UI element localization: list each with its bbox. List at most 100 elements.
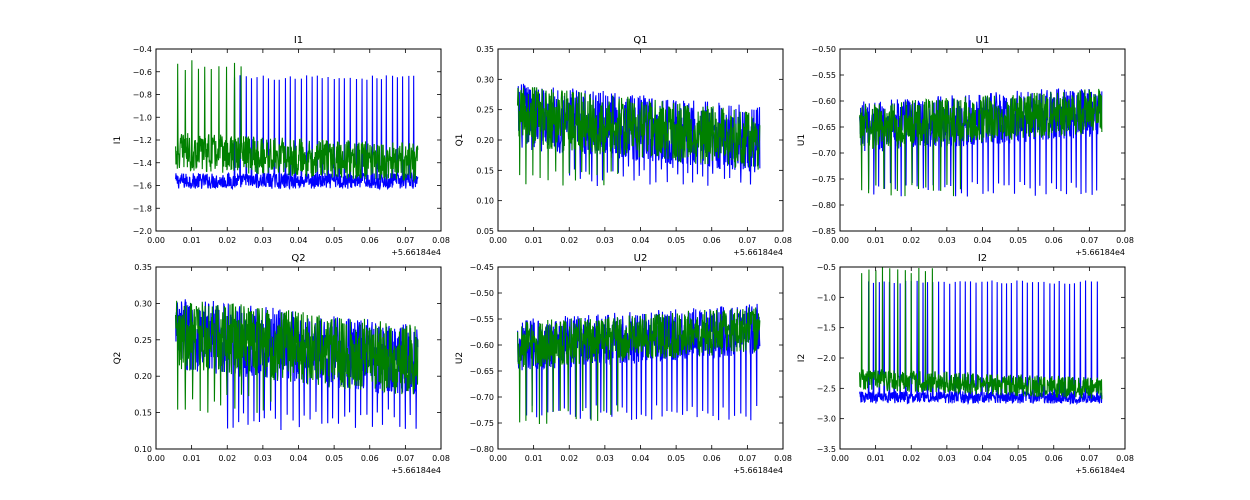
- y-tick-label: −0.75: [811, 175, 836, 184]
- y-axis-label: I1: [113, 136, 123, 144]
- x-tick-label: 0.08: [1116, 454, 1134, 463]
- x-tick-label: 0.03: [938, 454, 956, 463]
- y-tick-label: −2.0: [133, 227, 152, 236]
- y-tick-label: −0.65: [811, 123, 836, 132]
- y-tick-label: 0.35: [134, 263, 152, 272]
- x-tick-label: 0.00: [147, 236, 165, 245]
- y-axis-label: Q1: [455, 134, 465, 147]
- x-offset-label: +5.66184e4: [1075, 248, 1125, 257]
- subplot-u1: 0.00 0.01 0.02 0.03 0.04 0.05 0.06 0.07 0.08 −0.8…: [797, 35, 1134, 257]
- chart-title: Q2: [291, 253, 305, 264]
- x-tick-label: 0.06: [361, 454, 379, 463]
- x-tick-label: 0.05: [325, 236, 343, 245]
- y-tick-label: −0.60: [469, 341, 494, 350]
- y-tick-label: 0.30: [134, 299, 152, 308]
- plot-area: [859, 88, 1103, 197]
- x-tick-label: 0.07: [396, 236, 414, 245]
- y-tick-label: −0.50: [811, 45, 836, 54]
- x-tick-label: 0.00: [489, 236, 507, 245]
- y-tick-label: −0.55: [811, 71, 836, 80]
- chart-title: U1: [976, 35, 990, 46]
- series-line-blue: [859, 280, 1103, 406]
- y-tick-label: −3.0: [817, 415, 836, 424]
- y-tick-label: −0.50: [469, 289, 494, 298]
- subplot-i1: 0.00 0.01 0.02 0.03 0.04 0.05 0.06 0.07 0.08 −2.0…: [113, 35, 450, 257]
- y-tick-label: 0.05: [476, 227, 494, 236]
- x-tick-label: 0.05: [667, 454, 685, 463]
- x-tick-label: 0.06: [1045, 454, 1063, 463]
- x-tick-label: 0.00: [831, 454, 849, 463]
- y-tick-label: −1.0: [133, 113, 152, 122]
- x-tick-label: 0.02: [560, 236, 578, 245]
- y-tick-label: −1.6: [133, 182, 152, 191]
- subplot-u2: 0.00 0.01 0.02 0.03 0.04 0.05 0.06 0.07 0.08 −0.8…: [455, 253, 792, 475]
- plot-area: [517, 303, 761, 425]
- x-tick-label: 0.07: [738, 236, 756, 245]
- plot-area: [859, 267, 1103, 406]
- x-tick-label: 0.07: [1080, 236, 1098, 245]
- x-tick-label: 0.03: [596, 236, 614, 245]
- x-tick-label: 0.04: [290, 454, 308, 463]
- y-tick-label: 0.30: [476, 75, 494, 84]
- x-tick-label: 0.03: [596, 454, 614, 463]
- x-tick-label: 0.04: [974, 454, 992, 463]
- y-tick-label: 0.15: [476, 166, 494, 175]
- x-tick-label: 0.01: [867, 236, 885, 245]
- x-tick-label: 0.02: [560, 454, 578, 463]
- plot-area: [175, 299, 419, 430]
- chart-title: I1: [294, 35, 303, 46]
- x-tick-label: 0.02: [902, 236, 920, 245]
- y-tick-label: 0.10: [476, 197, 494, 206]
- x-offset-label: +5.66184e4: [391, 248, 441, 257]
- y-tick-label: −0.85: [811, 227, 836, 236]
- x-tick-label: 0.03: [938, 236, 956, 245]
- chart-title: Q1: [633, 35, 647, 46]
- y-tick-label: −0.5: [817, 263, 836, 272]
- x-tick-label: 0.08: [432, 236, 450, 245]
- y-tick-label: −0.60: [811, 97, 836, 106]
- y-tick-label: −3.5: [817, 445, 836, 454]
- x-offset-label: +5.66184e4: [733, 248, 783, 257]
- series-line-blue: [175, 299, 419, 430]
- x-tick-label: 0.05: [667, 236, 685, 245]
- y-tick-label: −1.0: [817, 293, 836, 302]
- chart-title: I2: [978, 253, 987, 264]
- series-line-green: [517, 87, 761, 186]
- y-tick-label: −2.5: [817, 384, 836, 393]
- x-tick-label: 0.01: [867, 454, 885, 463]
- x-tick-label: 0.03: [254, 236, 272, 245]
- x-tick-label: 0.05: [1009, 454, 1027, 463]
- x-tick-label: 0.06: [703, 454, 721, 463]
- y-tick-label: −0.70: [811, 149, 836, 158]
- series-line-green: [859, 267, 1103, 400]
- x-tick-label: 0.00: [147, 454, 165, 463]
- y-tick-label: −0.70: [469, 393, 494, 402]
- x-tick-label: 0.01: [183, 236, 201, 245]
- x-tick-label: 0.07: [738, 454, 756, 463]
- y-tick-label: −1.5: [817, 324, 836, 333]
- y-tick-label: −0.80: [811, 201, 836, 210]
- x-tick-label: 0.07: [396, 454, 414, 463]
- subplot-q1: 0.00 0.01 0.02 0.03 0.04 0.05 0.06 0.07 0.08 0.05…: [455, 35, 792, 257]
- x-tick-label: 0.06: [703, 236, 721, 245]
- series-line-green: [859, 88, 1103, 197]
- plot-area: [175, 60, 419, 191]
- y-axis-label: I2: [797, 354, 807, 362]
- y-tick-label: −2.0: [817, 354, 836, 363]
- plot-area: [517, 83, 761, 187]
- y-tick-label: −1.4: [133, 159, 152, 168]
- x-tick-label: 0.05: [325, 454, 343, 463]
- y-tick-label: 0.10: [134, 445, 152, 454]
- x-tick-label: 0.02: [218, 236, 236, 245]
- y-axis-label: Q2: [113, 352, 123, 365]
- y-tick-label: 0.15: [134, 409, 152, 418]
- y-tick-label: −0.65: [469, 367, 494, 376]
- x-tick-label: 0.05: [1009, 236, 1027, 245]
- x-tick-label: 0.00: [489, 454, 507, 463]
- y-tick-label: 0.25: [476, 106, 494, 115]
- y-tick-label: −0.80: [469, 445, 494, 454]
- x-tick-label: 0.06: [361, 236, 379, 245]
- y-tick-label: 0.25: [134, 336, 152, 345]
- subplot-q2: 0.00 0.01 0.02 0.03 0.04 0.05 0.06 0.07 0.08 0.10…: [113, 253, 450, 475]
- series-line-green: [175, 300, 419, 413]
